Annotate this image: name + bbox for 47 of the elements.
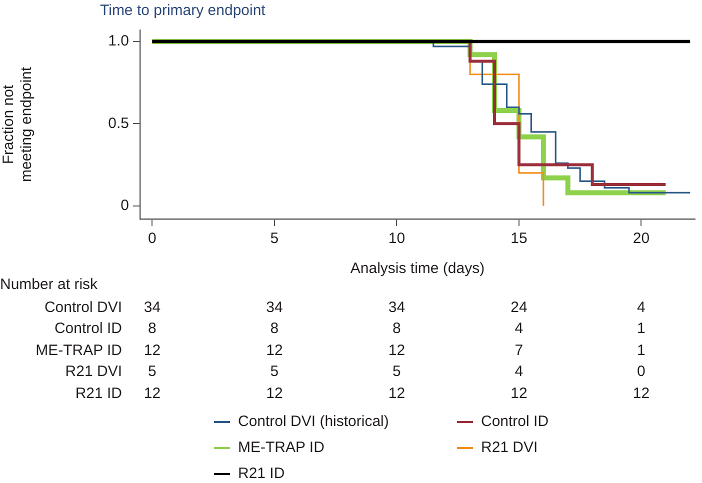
x-tick-label: 5 [270, 230, 279, 248]
legend-label: ME-TRAP ID [238, 439, 324, 457]
text: 34 [144, 298, 161, 316]
text: 12 [266, 342, 283, 360]
text: 24 [510, 298, 528, 316]
text: ME-TRAP ID [36, 342, 122, 360]
text: 34 [388, 298, 406, 316]
legend-label: R21 ID [238, 465, 285, 483]
text: 1 [637, 320, 646, 338]
text: 5 [148, 363, 156, 381]
text: 12 [632, 384, 650, 402]
text: 0 [637, 363, 646, 381]
text: Number at risk [0, 276, 98, 294]
text: 34 [266, 298, 283, 316]
text: 4 [514, 363, 524, 381]
y-tick-label: 1.0 [108, 32, 129, 50]
text: 4 [637, 298, 646, 316]
x-tick-label: 0 [148, 230, 156, 248]
x-tick-label: 15 [510, 230, 528, 248]
y-tick-label: 0 [120, 196, 129, 214]
x-axis-title: Analysis time (days) [350, 260, 485, 278]
text: 12 [388, 384, 406, 402]
text: 8 [148, 320, 156, 338]
text: 5 [392, 363, 401, 381]
legend-label: R21 DVI [481, 439, 538, 457]
legend-label: Control ID [481, 413, 549, 431]
text: Control DVI [44, 298, 122, 316]
x-tick-label: 20 [632, 230, 650, 248]
text: 8 [392, 320, 401, 338]
y-tick-label: 0.5 [108, 114, 129, 132]
text: 5 [270, 363, 279, 381]
text: 12 [144, 384, 161, 402]
legend-label: Control DVI (historical) [238, 413, 389, 431]
text: Control ID [54, 320, 122, 338]
text: 7 [514, 342, 524, 360]
chart-title: Time to primary endpoint [100, 2, 266, 19]
text: 12 [266, 384, 283, 402]
text: 8 [270, 320, 279, 338]
y-axis-title: Fraction not meeting endpoint [0, 66, 36, 182]
text: 4 [514, 320, 524, 338]
text: 12 [510, 384, 528, 402]
text: R21 DVI [65, 363, 122, 381]
x-tick-label: 10 [388, 230, 406, 248]
text: 12 [388, 342, 406, 360]
text: 1 [637, 342, 646, 360]
text: R21 ID [75, 384, 122, 402]
text: 12 [144, 342, 161, 360]
